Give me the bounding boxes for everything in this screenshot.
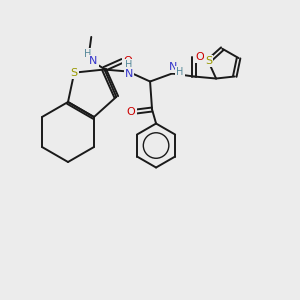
Text: O: O — [196, 52, 204, 61]
Text: S: S — [205, 56, 212, 66]
Text: N: N — [169, 61, 177, 71]
Text: H: H — [125, 59, 133, 70]
Text: S: S — [71, 68, 78, 78]
Text: N: N — [89, 56, 98, 66]
Text: O: O — [123, 56, 132, 66]
Text: N: N — [125, 68, 133, 79]
Text: H: H — [176, 67, 184, 76]
Text: H: H — [84, 49, 91, 59]
Text: O: O — [127, 106, 135, 116]
